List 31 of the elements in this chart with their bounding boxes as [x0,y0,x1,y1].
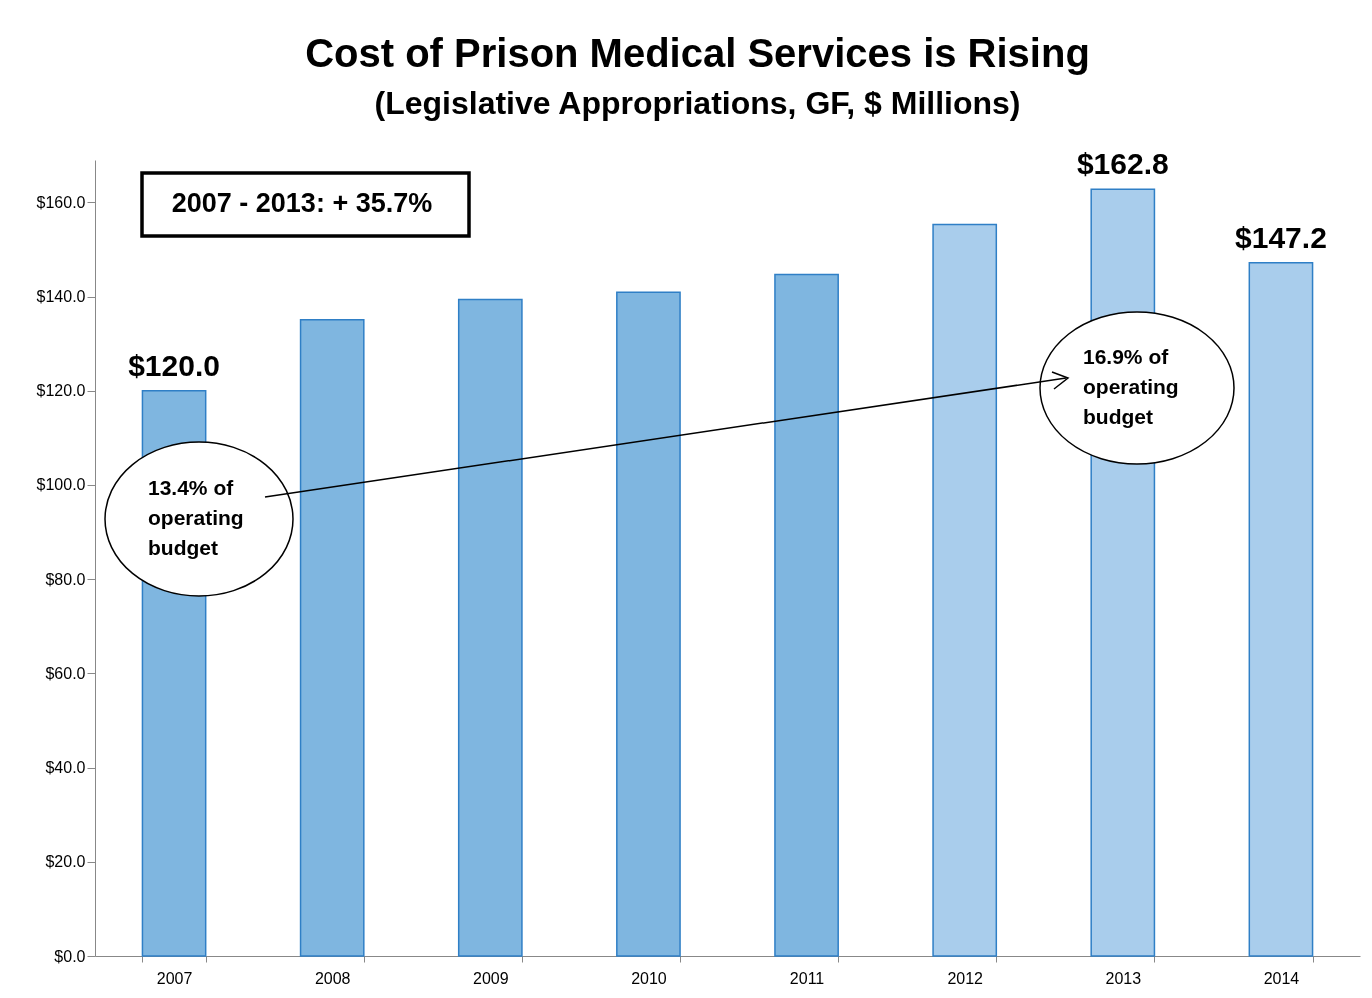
y-tick-label: $0.0 [54,947,86,965]
y-tick-label: $60.0 [45,664,86,682]
bar [616,291,681,957]
y-tick-label: $100.0 [36,476,86,494]
data-label: $162.8 [1076,147,1169,181]
bar [457,298,523,957]
x-tick-label: 2008 [314,969,351,987]
chart-subtitle: (Legislative Appropriations, GF, $ Millions) [374,85,1021,122]
y-tick-label: $20.0 [45,853,86,871]
x-tick-label: 2009 [473,969,509,987]
y-tick-label: $140.0 [36,288,86,306]
chart-title: Cost of Prison Medical Services is Rising [305,31,1090,76]
bar [774,273,839,957]
annotation: 13.4% of operating budget [148,476,244,559]
bar [932,223,998,957]
bar [1248,261,1314,957]
annotation: 16.9% of operating budget [1083,345,1179,428]
x-tick-label: 2007 [156,969,193,987]
x-tick-label: 2013 [1105,969,1142,987]
y-tick-label: $120.0 [36,382,86,400]
y-tick-label: $40.0 [45,759,86,777]
bar [299,318,365,957]
x-tick-label: 2011 [789,969,825,987]
data-label: $147.2 [1235,220,1327,254]
annotation: 2007 - 2013: + 35.7% [171,188,433,218]
y-tick-label: $160.0 [36,193,86,211]
data-label: $120.0 [128,348,220,382]
x-tick-label: 2012 [947,969,984,987]
x-tick-label: 2010 [631,969,667,987]
y-tick-label: $80.0 [45,570,86,588]
x-tick-label: 2014 [1263,969,1300,987]
